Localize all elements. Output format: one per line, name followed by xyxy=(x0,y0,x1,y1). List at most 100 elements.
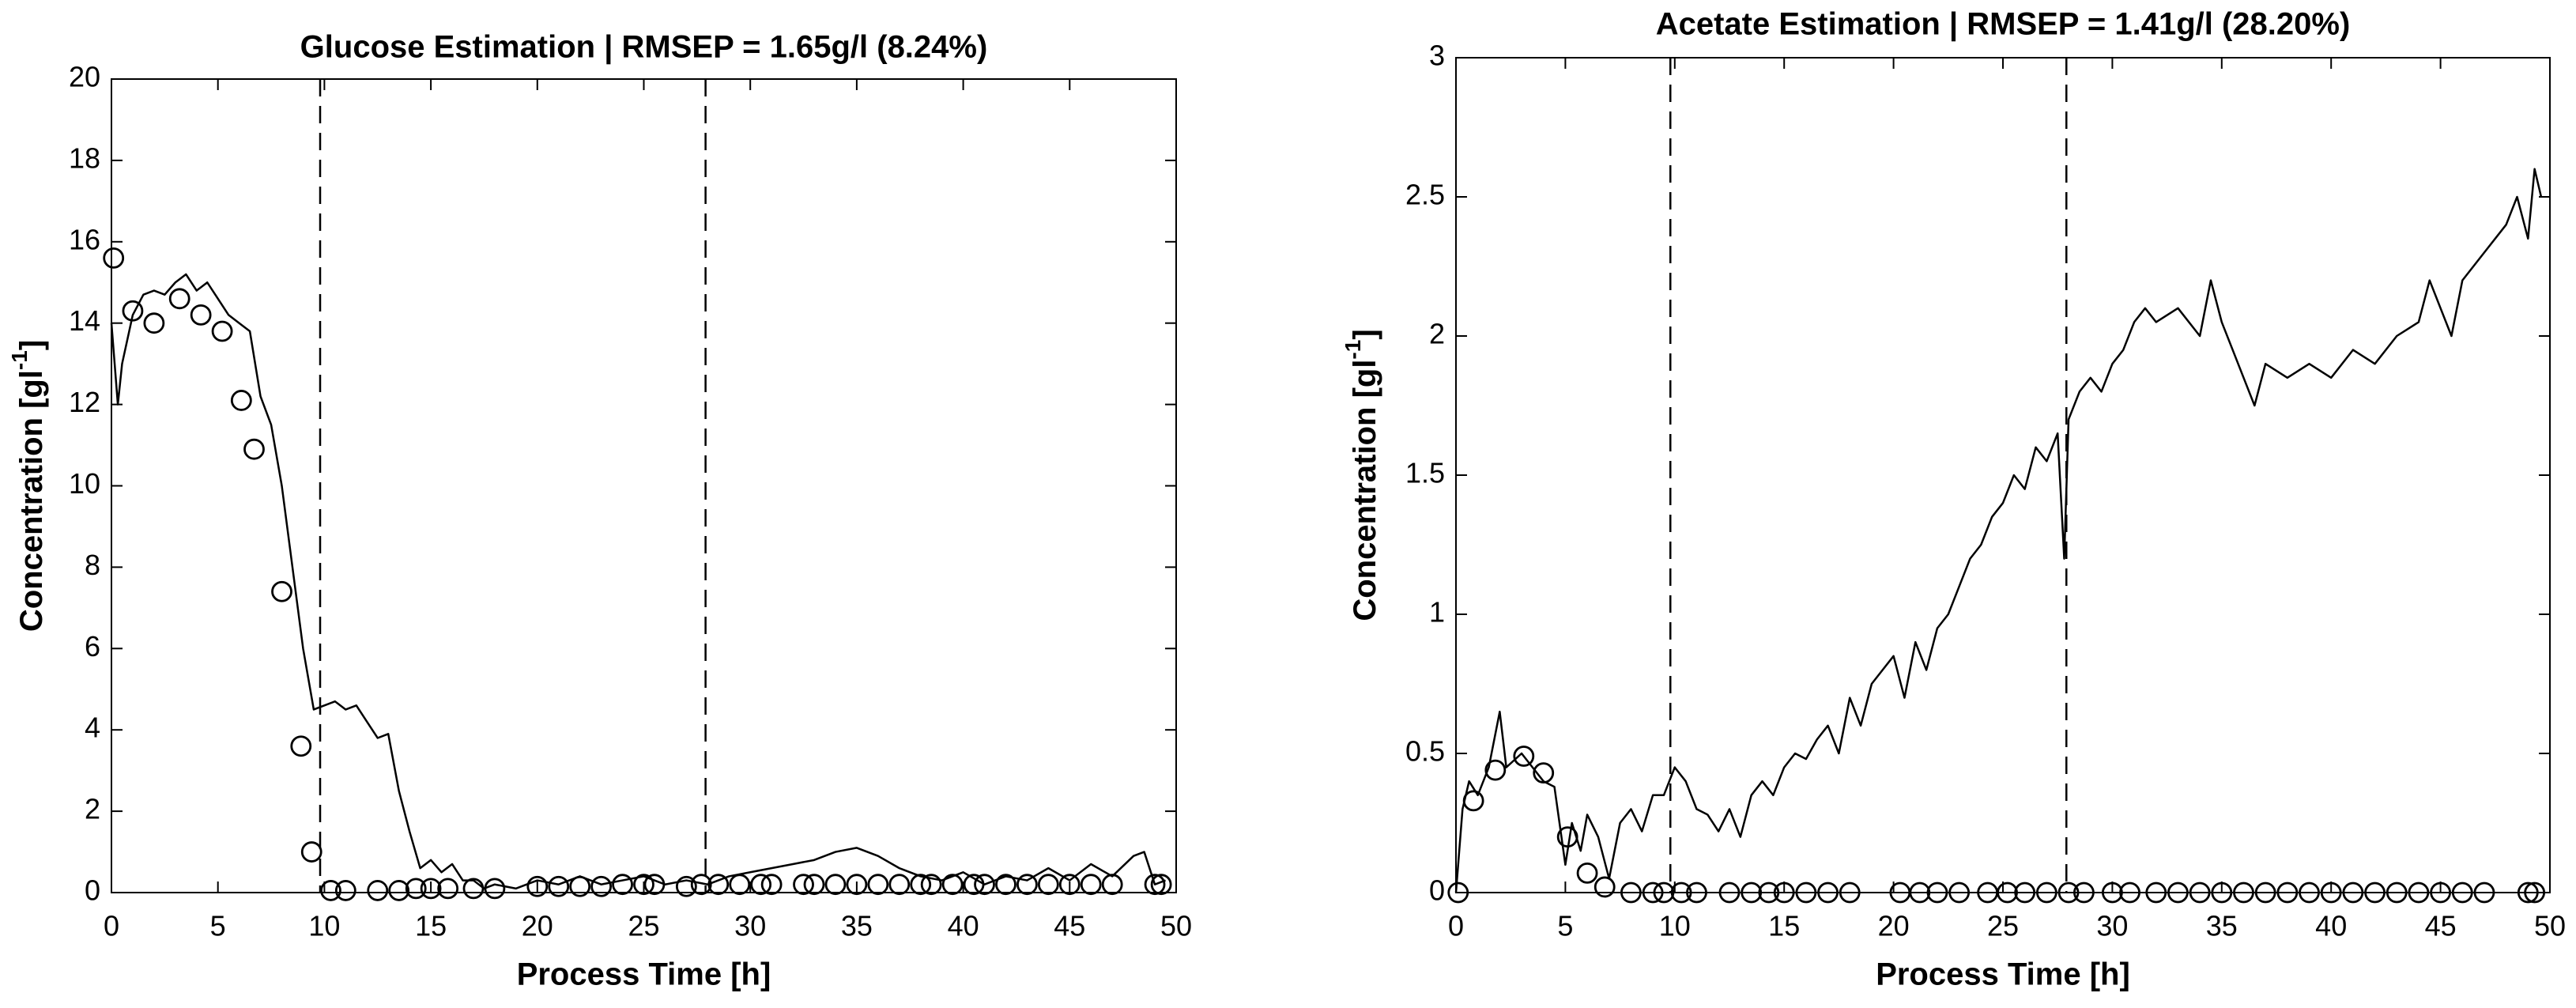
measurement-point xyxy=(612,874,633,896)
measurement-point xyxy=(1080,874,1102,896)
chart-title: Acetate Estimation | RMSEP = 1.41g/l (28… xyxy=(1656,7,2351,42)
measurement-point xyxy=(729,874,751,896)
measurement-point xyxy=(2233,882,2254,904)
x-tick-label: 20 xyxy=(522,910,553,942)
measurement-point xyxy=(211,320,233,342)
x-tick-label: 25 xyxy=(628,910,659,942)
measurement-point xyxy=(633,874,654,896)
measurement-point xyxy=(405,878,427,900)
measurement-point xyxy=(2451,882,2473,904)
chart: Glucose Estimation | RMSEP = 1.65g/l (8.… xyxy=(7,30,1192,992)
measurement-point xyxy=(1839,882,1861,904)
chart: Acetate Estimation | RMSEP = 1.41g/l (28… xyxy=(1341,7,2566,992)
measurement-point xyxy=(569,875,591,897)
measurement-point xyxy=(1686,882,1707,904)
chart-title: Glucose Estimation | RMSEP = 1.65g/l (8.… xyxy=(300,30,988,65)
measurement-point xyxy=(803,874,825,896)
measurement-point xyxy=(2408,882,2430,904)
measurement-point xyxy=(2167,882,2189,904)
measurement-point xyxy=(230,390,252,411)
measurement-point xyxy=(824,874,847,896)
measurement-point xyxy=(1462,790,1484,812)
measurement-point xyxy=(2342,882,2364,904)
estimate-line xyxy=(110,273,1166,890)
measurement-point xyxy=(941,874,964,896)
measurement-point xyxy=(1773,882,1795,904)
measurement-point xyxy=(707,874,730,896)
x-tick-label: 15 xyxy=(415,910,447,942)
measurement-point xyxy=(2057,882,2080,904)
y-tick-label: 20 xyxy=(69,61,100,93)
x-tick-label: 30 xyxy=(734,910,766,942)
measurement-point xyxy=(793,874,814,896)
y-tick-label: 6 xyxy=(85,630,100,663)
y-tick-label: 1 xyxy=(1429,596,1445,629)
measurement-point xyxy=(548,875,570,897)
measurement-point xyxy=(963,874,985,896)
y-tick-label: 0 xyxy=(85,874,100,907)
x-tick-label: 45 xyxy=(1054,910,1085,942)
x-axis-label: Process Time [h] xyxy=(1876,957,2130,992)
measurement-point xyxy=(1513,746,1535,767)
x-tick-label: 30 xyxy=(2096,910,2128,942)
y-tick-label: 18 xyxy=(69,142,100,174)
measurement-point xyxy=(103,247,125,269)
measurement-point xyxy=(367,880,389,901)
measurement-point xyxy=(910,874,932,896)
y-axis-label-part: Concentration [gl xyxy=(1348,360,1382,621)
x-tick-label: 5 xyxy=(1557,910,1573,942)
measurement-point xyxy=(300,841,322,863)
measurement-point xyxy=(1016,874,1038,896)
measurement-point xyxy=(1058,874,1081,896)
y-tick-label: 16 xyxy=(69,223,100,255)
measurement-point xyxy=(190,304,212,326)
measurement-point xyxy=(334,880,356,901)
measurement-point xyxy=(1795,882,1817,904)
measurement-point xyxy=(643,874,666,896)
x-tick-label: 15 xyxy=(1768,910,1800,942)
measurement-point xyxy=(2276,882,2299,904)
measurement-point xyxy=(675,875,697,897)
y-tick-label: 4 xyxy=(85,712,100,744)
measurement-point xyxy=(2211,882,2233,904)
measurement-point xyxy=(1741,882,1763,904)
x-tick-label: 40 xyxy=(948,910,979,942)
measurement-point xyxy=(290,735,312,757)
measurement-point xyxy=(1576,862,1598,884)
measurement-point xyxy=(1758,882,1780,904)
measurement-point xyxy=(1997,882,2018,904)
y-axis-label-part: ] xyxy=(1348,329,1382,339)
measurement-point xyxy=(1620,882,1642,904)
measurement-point xyxy=(1817,882,1839,904)
measurement-point xyxy=(2430,882,2452,904)
measurement-point xyxy=(1144,874,1166,896)
measurement-point xyxy=(168,288,190,310)
measurement-point xyxy=(1653,882,1675,904)
measurement-point xyxy=(974,874,995,896)
measurement-point xyxy=(1909,882,1931,904)
x-tick-label: 35 xyxy=(2206,910,2238,942)
measurement-point xyxy=(2101,882,2123,904)
measurement-point xyxy=(590,875,613,897)
measurement-point xyxy=(122,300,144,322)
x-tick-label: 0 xyxy=(104,910,119,942)
estimate-line xyxy=(1454,168,2543,893)
measurement-point xyxy=(2524,882,2546,904)
measurement-point xyxy=(920,874,942,896)
measurement-point xyxy=(2517,882,2539,904)
y-tick-label: 2 xyxy=(1429,318,1445,350)
measurement-point xyxy=(1484,759,1507,781)
measurement-point xyxy=(1593,876,1616,898)
measurement-point xyxy=(690,874,712,896)
measurement-point xyxy=(388,880,410,901)
plot-frame xyxy=(111,78,1177,893)
measurement-point xyxy=(1101,874,1123,896)
measurement-point xyxy=(420,878,442,900)
measurement-point xyxy=(1926,882,1948,904)
measurement-point xyxy=(2299,882,2320,904)
x-axis-label: Process Time [h] xyxy=(517,957,771,992)
measurement-point xyxy=(2035,882,2057,904)
x-tick-label: 10 xyxy=(1659,910,1691,942)
measurement-point xyxy=(2254,882,2276,904)
measurement-point xyxy=(2473,882,2495,904)
